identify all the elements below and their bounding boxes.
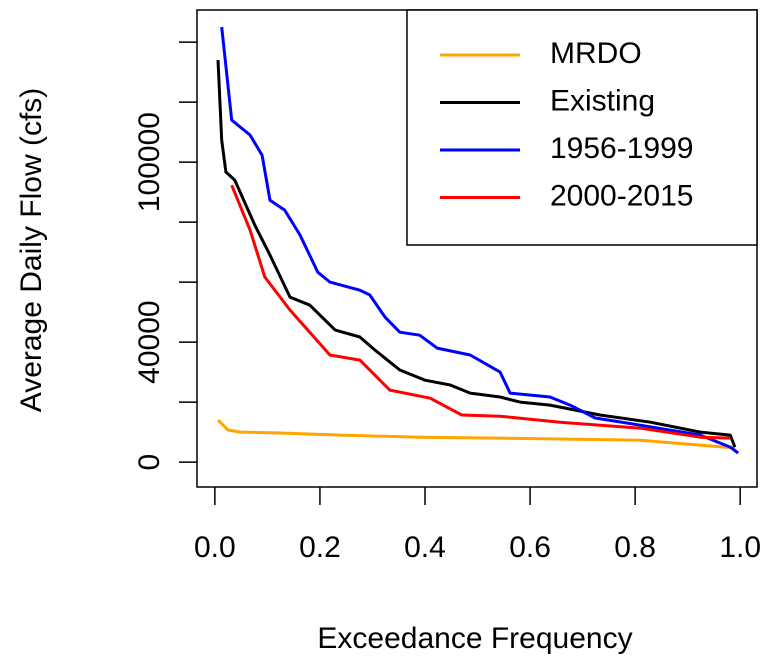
x-tick-label: 0.6 [509, 531, 551, 564]
y-axis-title: Average Daily Flow (cfs) [15, 88, 48, 413]
x-tick-label: 0.8 [614, 531, 656, 564]
data-line [216, 419, 736, 450]
legend-label: Existing [550, 84, 655, 117]
data-line [220, 26, 740, 455]
x-tick-label: 0.0 [194, 531, 236, 564]
legend-label: MRDO [550, 37, 642, 70]
legend-box [406, 9, 758, 246]
y-tick-label: 0 [133, 454, 166, 471]
legend-label: 1956-1999 [550, 132, 693, 165]
data-line [230, 184, 731, 440]
y-tick-label: 40000 [133, 300, 166, 383]
x-axis-title: Exceedance Frequency [317, 622, 632, 655]
x-tick-label: 1.0 [719, 531, 761, 564]
x-tick-label: 0.4 [404, 531, 446, 564]
y-tick-label: 100000 [133, 112, 166, 212]
data-line [216, 60, 737, 448]
x-tick-label: 0.2 [299, 531, 341, 564]
legend-label: 2000-2015 [550, 179, 693, 212]
